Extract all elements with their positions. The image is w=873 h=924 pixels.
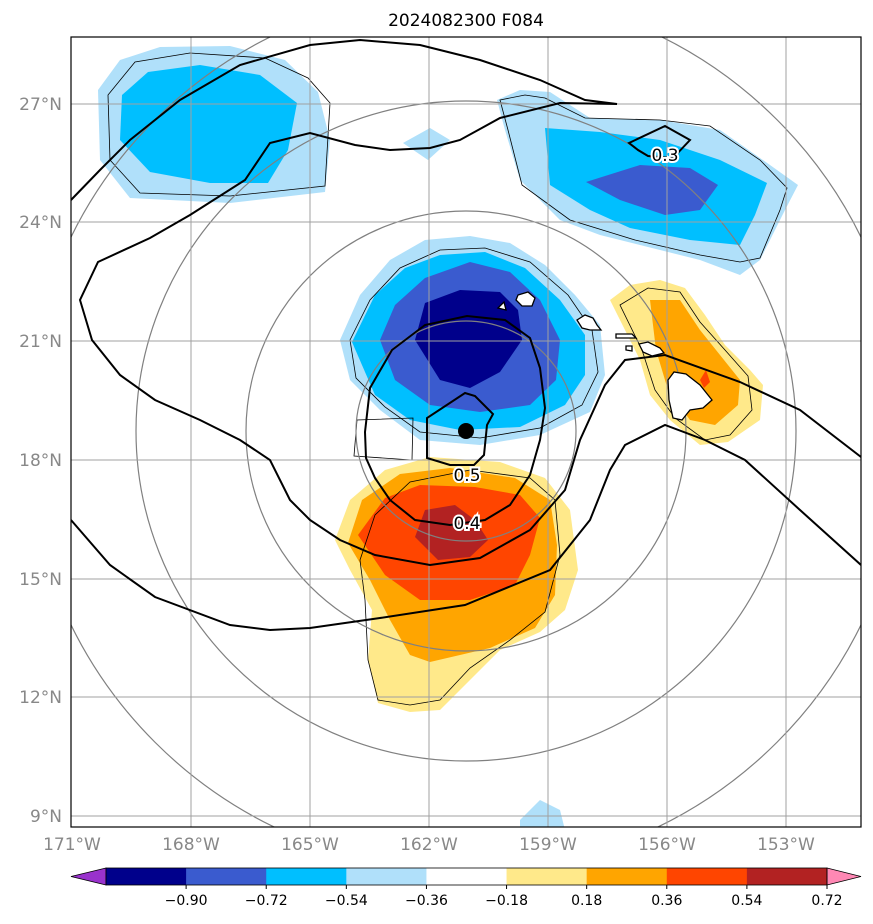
island-maui (638, 341, 666, 357)
contour-labels: 0.3 0.5 0.4 (451, 144, 680, 536)
lat-label: 24°N (19, 213, 62, 233)
range-rings (71, 37, 861, 827)
island-lanai (625, 345, 633, 352)
colorbar-tick-label: −0.36 (405, 893, 448, 909)
lat-label: 15°N (19, 570, 62, 590)
map-area: 0.3 0.5 0.4 (71, 37, 861, 827)
storm-center-marker (458, 423, 474, 439)
colorbar-tick-label: −0.54 (325, 893, 368, 909)
colorbar: −0.90 −0.72 −0.54 −0.36 −0.18 0.18 0.36 0.54 0.7… (70, 867, 862, 909)
lat-label: 12°N (19, 688, 62, 708)
lon-label: 171°W (43, 835, 101, 855)
colorbar-cells (70, 867, 862, 886)
hawaii-islands (496, 291, 713, 421)
shaded-anomaly-fields (98, 46, 798, 827)
lat-label: 9°N (30, 807, 62, 827)
colorbar-ticks: −0.90 −0.72 −0.54 −0.36 −0.18 0.18 0.36 0.54 0.7… (165, 885, 843, 909)
contour-label-0.5: 0.5 (453, 466, 480, 486)
lat-label: 18°N (19, 451, 62, 471)
island-molokai (615, 333, 638, 339)
colorbar-tick-label: 0.54 (731, 893, 762, 909)
neg-anomaly-small-north (403, 128, 450, 160)
contour-0.4 (363, 314, 547, 527)
neg-anomaly-ne-core (586, 165, 718, 215)
colorbar-cell (186, 868, 267, 885)
colorbar-cell (586, 868, 668, 885)
contour-label-0.4: 0.4 (453, 514, 480, 534)
neg-anomaly-nw-inner (120, 65, 297, 183)
map-frame (70, 36, 862, 828)
contour-north-arc (71, 38, 861, 567)
pos-anomaly-hawaii-core (700, 370, 710, 388)
island-kauai (515, 291, 536, 307)
lon-label: 168°W (162, 835, 220, 855)
contour-label-0.3: 0.3 (651, 146, 678, 166)
colorbar-cell (666, 868, 748, 885)
colorbar-cell (346, 868, 427, 885)
lon-label: 162°W (400, 835, 458, 855)
lat-labels: 27°N 24°N 21°N 18°N 15°N 12°N 9°N (19, 95, 62, 827)
colorbar-tick-label: 0.72 (811, 893, 842, 909)
colorbar-cell (106, 868, 187, 885)
contour-0.3 (627, 124, 692, 160)
island-niihau (496, 300, 507, 311)
colorbar-tick-label: 0.36 (651, 893, 682, 909)
thin-contour-lines (107, 52, 788, 706)
lon-label: 156°W (638, 835, 696, 855)
contour-outer-ring (71, 423, 861, 632)
lon-label: 159°W (519, 835, 577, 855)
thick-contour-lines (71, 38, 861, 632)
graticule (71, 37, 861, 827)
lon-label: 165°W (281, 835, 339, 855)
colorbar-extend-low (70, 867, 107, 886)
colorbar-frame (105, 867, 828, 886)
neg-anomaly-small-south (520, 800, 565, 827)
colorbar-extend-high (826, 867, 862, 886)
pos-anomaly-south-core (415, 505, 488, 560)
contour-0.5 (426, 391, 495, 466)
colorbar-tick-label: −0.72 (245, 893, 288, 909)
colorbar-tick-label: −0.18 (485, 893, 528, 909)
figure-title: 2024082300 F084 (388, 11, 544, 31)
colorbar-tick-label: −0.90 (165, 893, 208, 909)
lon-label: 153°W (757, 835, 815, 855)
lat-label: 27°N (19, 95, 62, 115)
colorbar-cell (426, 868, 508, 885)
colorbar-cell (506, 868, 588, 885)
island-hawaii (667, 371, 713, 421)
colorbar-cell (266, 868, 347, 885)
neg-anomaly-center-core (415, 290, 522, 388)
island-oahu (576, 314, 603, 331)
lon-labels: 171°W 168°W 165°W 162°W 159°W 156°W 153°… (43, 835, 815, 855)
colorbar-tick-label: 0.18 (571, 893, 602, 909)
lat-label: 21°N (19, 332, 62, 352)
colorbar-cell (746, 868, 828, 885)
